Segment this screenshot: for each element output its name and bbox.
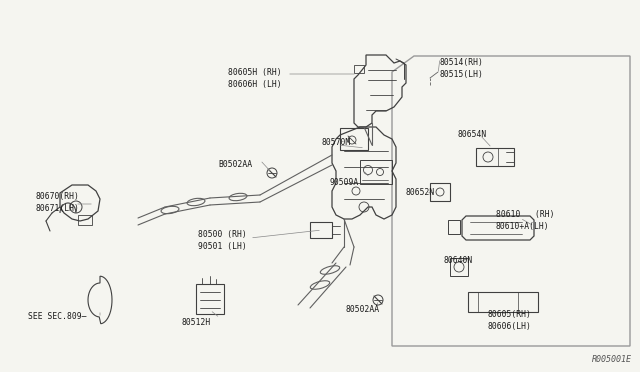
- Text: 80652N: 80652N: [405, 188, 435, 197]
- Bar: [196, 284, 224, 314]
- Text: 80570M: 80570M: [322, 138, 351, 147]
- Text: 80654N: 80654N: [458, 130, 487, 139]
- Bar: [310, 222, 332, 238]
- Bar: [360, 160, 392, 184]
- Text: SEE SEC.809—: SEE SEC.809—: [28, 312, 86, 321]
- Text: 80514(RH)
80515(LH): 80514(RH) 80515(LH): [440, 58, 484, 79]
- Bar: [78, 215, 92, 225]
- Text: 80502AA: 80502AA: [345, 305, 379, 314]
- Text: 80512H: 80512H: [182, 318, 211, 327]
- Text: 80610   (RH)
80610+A(LH): 80610 (RH) 80610+A(LH): [496, 210, 554, 231]
- Text: R005001E: R005001E: [592, 355, 632, 364]
- Bar: [450, 258, 468, 276]
- Bar: [340, 128, 368, 150]
- Text: B0502AA: B0502AA: [218, 160, 252, 169]
- Bar: [476, 148, 514, 166]
- Bar: [430, 183, 450, 201]
- Bar: [468, 292, 538, 312]
- Text: 80605(RH)
80606(LH): 80605(RH) 80606(LH): [488, 310, 532, 331]
- Bar: [354, 65, 364, 73]
- Text: 80640N: 80640N: [444, 256, 473, 265]
- Text: 90509A: 90509A: [330, 178, 359, 187]
- Bar: [448, 220, 460, 234]
- Text: 80605H (RH)
80606H (LH): 80605H (RH) 80606H (LH): [228, 68, 282, 89]
- Text: 80500 (RH)
90501 (LH): 80500 (RH) 90501 (LH): [198, 230, 247, 251]
- Text: 80670(RH)
80671(LH): 80670(RH) 80671(LH): [35, 192, 79, 213]
